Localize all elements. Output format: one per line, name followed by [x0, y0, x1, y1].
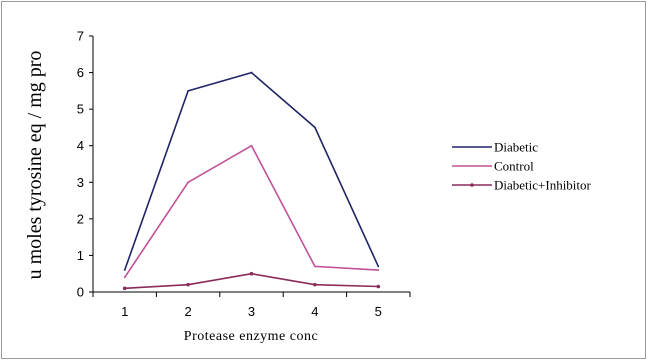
y-tick-label: 4 [77, 138, 84, 153]
legend-label: Control [494, 159, 534, 174]
y-tick-label: 7 [77, 29, 84, 44]
data-point [376, 284, 381, 289]
data-point [250, 71, 253, 74]
data-point [123, 276, 126, 279]
axes: 0 1 2 3 4 5 6 7 1 2 3 4 5 [77, 29, 411, 319]
legend: Diabetic Control Diabetic+Inhibitor [452, 140, 592, 193]
y-tick-label: 3 [77, 175, 84, 190]
data-point [187, 89, 190, 92]
x-tick-label: 4 [311, 304, 318, 319]
x-tick-label: 2 [184, 304, 191, 319]
data-point [187, 181, 190, 184]
series-layer [122, 71, 381, 291]
data-point [249, 271, 254, 276]
series-line-3 [124, 272, 379, 290]
y-tick-label: 1 [77, 248, 84, 263]
data-point [314, 265, 316, 268]
data-point [377, 265, 380, 268]
data-point [122, 286, 127, 291]
y-tick-label: 0 [77, 285, 84, 300]
legend-label: Diabetic [494, 140, 538, 155]
y-tick-label: 5 [77, 102, 84, 117]
x-tick-label: 5 [375, 304, 382, 319]
data-point [377, 269, 380, 271]
data-point [250, 144, 253, 147]
x-tick-label: 1 [121, 304, 128, 319]
data-point [186, 282, 190, 287]
y-axis-label: u moles tyrosine eq / mg pro [24, 51, 46, 280]
data-point [313, 282, 317, 287]
x-axis-label: Protease enzyme conc [184, 329, 318, 344]
series-line-1 [123, 71, 380, 271]
legend-label: Diabetic+Inhibitor [494, 178, 592, 193]
y-tick-label: 6 [77, 65, 84, 80]
y-tick-label: 2 [77, 211, 84, 226]
data-point [123, 269, 126, 271]
data-point [314, 126, 316, 129]
series-line-2 [124, 144, 379, 278]
x-tick-label: 3 [248, 304, 255, 319]
legend-marker [470, 183, 474, 187]
